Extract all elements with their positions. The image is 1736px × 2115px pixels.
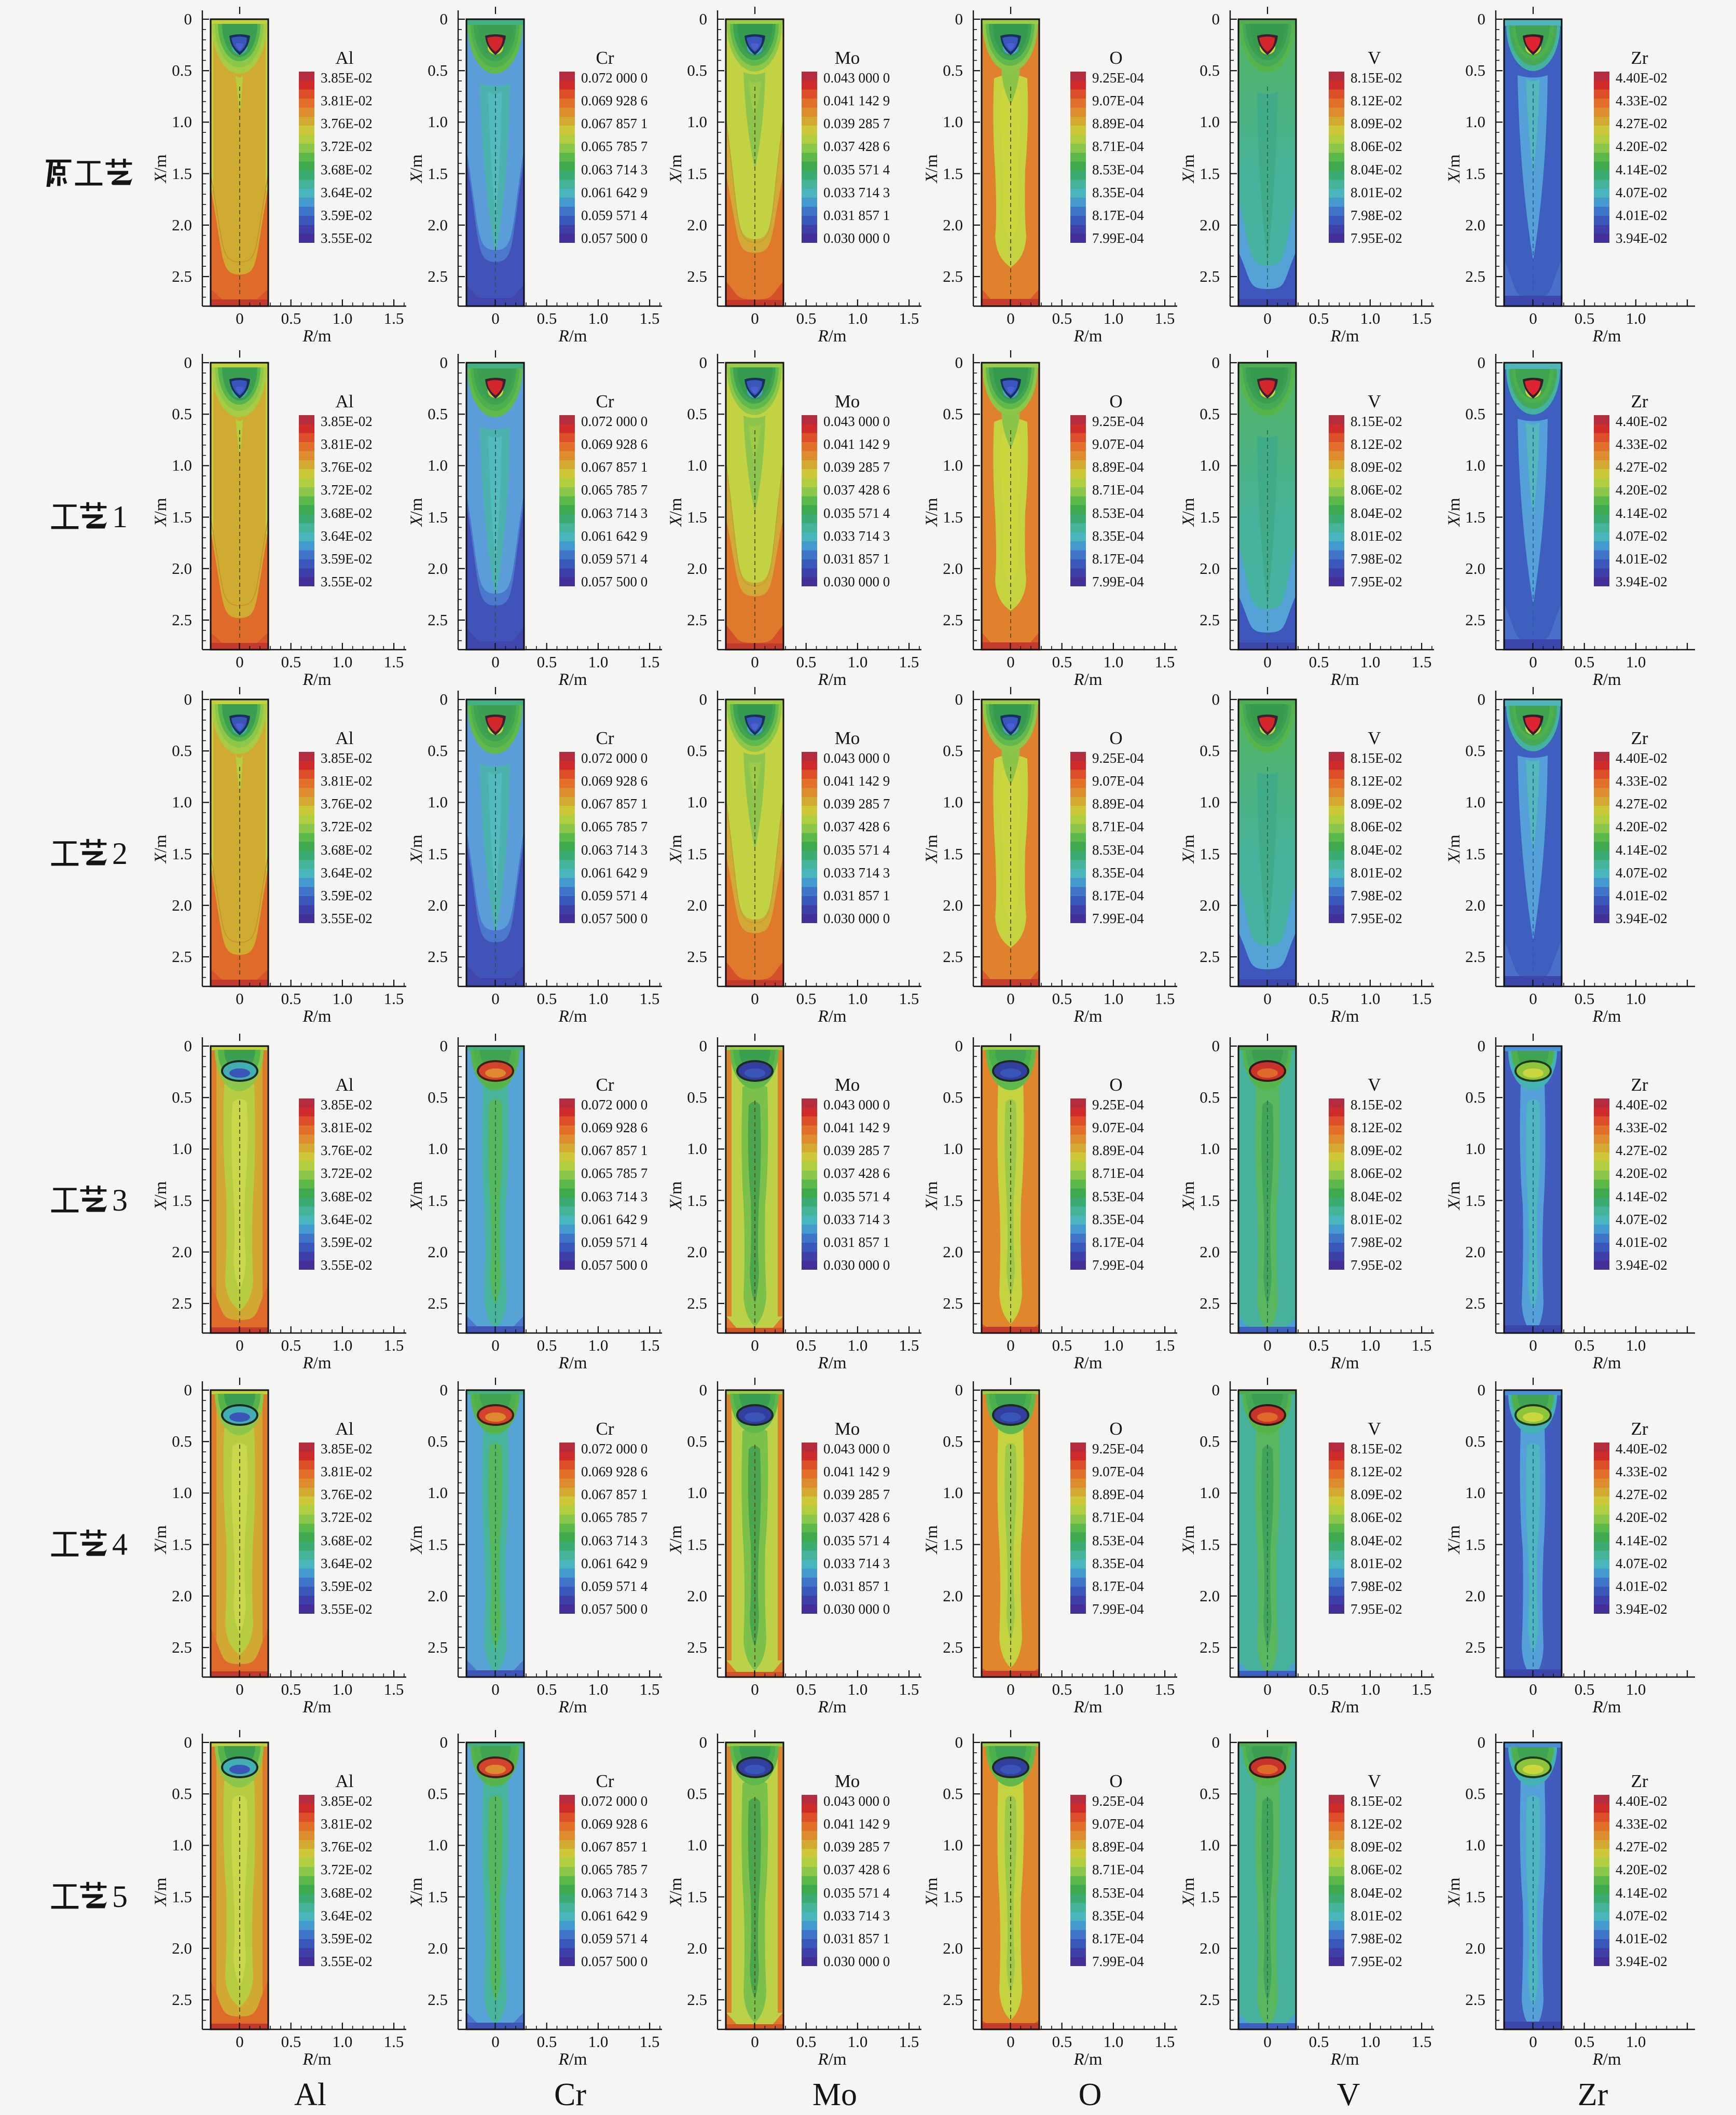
svg-text:Al: Al	[294, 2077, 326, 2112]
svg-text:V: V	[1337, 2077, 1360, 2112]
svg-text:Mo: Mo	[812, 2077, 857, 2112]
svg-text:Cr: Cr	[554, 2077, 586, 2112]
svg-text:4: 4	[112, 1527, 128, 1561]
svg-text:3: 3	[112, 1183, 128, 1217]
svg-text:1: 1	[112, 500, 128, 534]
svg-text:Zr: Zr	[1578, 2077, 1608, 2112]
svg-text:O: O	[1079, 2077, 1102, 2112]
svg-text:5: 5	[112, 1879, 128, 1914]
svg-text:2: 2	[112, 836, 128, 871]
